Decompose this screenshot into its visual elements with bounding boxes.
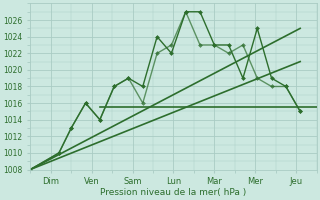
X-axis label: Pression niveau de la mer( hPa ): Pression niveau de la mer( hPa ) bbox=[100, 188, 247, 197]
